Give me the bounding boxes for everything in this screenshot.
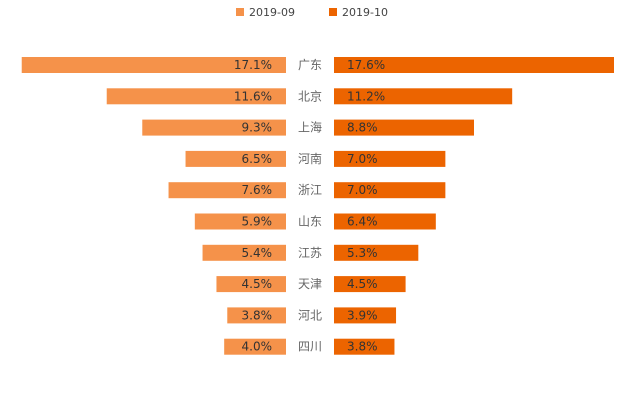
bar-left-2 bbox=[142, 119, 286, 136]
bar-left-0 bbox=[21, 57, 287, 73]
legend-label-left[interactable]: 2019-09 bbox=[249, 6, 295, 19]
bar-left-8 bbox=[227, 307, 286, 324]
bar-left-3 bbox=[185, 150, 286, 167]
bar-label-right-7: 4.5% bbox=[347, 277, 378, 291]
bar-right-7 bbox=[334, 276, 406, 293]
bar-left-7 bbox=[216, 276, 286, 293]
category-label-2: 上海 bbox=[298, 120, 322, 135]
bar-label-left-5: 5.9% bbox=[242, 215, 273, 229]
bar-label-right-0: 17.6% bbox=[347, 58, 385, 72]
bar-label-right-6: 5.3% bbox=[347, 246, 378, 260]
legend-swatch-left[interactable] bbox=[236, 8, 244, 16]
category-label-5: 山东 bbox=[298, 215, 322, 229]
bar-right-5 bbox=[334, 213, 436, 230]
bar-label-left-7: 4.5% bbox=[242, 277, 273, 291]
bar-label-right-2: 8.8% bbox=[347, 121, 378, 135]
bar-label-left-8: 3.8% bbox=[242, 308, 273, 322]
legend-label-right[interactable]: 2019-10 bbox=[342, 6, 388, 19]
bar-right-0 bbox=[334, 57, 614, 73]
bar-right-3 bbox=[334, 150, 446, 167]
bar-right-2 bbox=[334, 119, 474, 136]
bar-left-4 bbox=[168, 182, 286, 199]
category-label-4: 浙江 bbox=[298, 183, 322, 197]
bar-label-left-6: 5.4% bbox=[242, 246, 273, 260]
category-label-3: 河南 bbox=[298, 151, 322, 166]
category-label-8: 河北 bbox=[298, 308, 322, 322]
bar-label-left-3: 6.5% bbox=[242, 152, 273, 166]
bar-right-1 bbox=[334, 88, 513, 105]
category-label-0: 广东 bbox=[298, 58, 322, 72]
category-label-7: 天津 bbox=[298, 277, 322, 291]
bar-label-left-9: 4.0% bbox=[242, 340, 273, 354]
bar-label-right-1: 11.2% bbox=[347, 89, 385, 103]
bar-label-right-9: 3.8% bbox=[347, 340, 378, 354]
bar-label-right-4: 7.0% bbox=[347, 183, 378, 197]
bar-label-right-3: 7.0% bbox=[347, 152, 378, 166]
bar-left-1 bbox=[106, 88, 287, 105]
bar-left-6 bbox=[202, 244, 286, 261]
bar-right-9 bbox=[334, 338, 395, 355]
bar-label-left-1: 11.6% bbox=[234, 89, 272, 103]
bar-right-8 bbox=[334, 307, 397, 324]
category-label-9: 四川 bbox=[298, 340, 322, 354]
category-label-1: 北京 bbox=[298, 89, 322, 103]
bar-label-right-5: 6.4% bbox=[347, 215, 378, 229]
legend-swatch-right[interactable] bbox=[329, 8, 337, 16]
bar-left-9 bbox=[224, 338, 286, 355]
bar-left-5 bbox=[194, 213, 286, 230]
bar-label-left-4: 7.6% bbox=[242, 183, 273, 197]
bar-right-6 bbox=[334, 244, 419, 261]
bar-label-right-8: 3.9% bbox=[347, 308, 378, 322]
category-label-6: 江苏 bbox=[298, 246, 322, 260]
bar-right-4 bbox=[334, 182, 446, 199]
bar-label-left-0: 17.1% bbox=[234, 58, 272, 72]
bar-label-left-2: 9.3% bbox=[242, 121, 273, 135]
